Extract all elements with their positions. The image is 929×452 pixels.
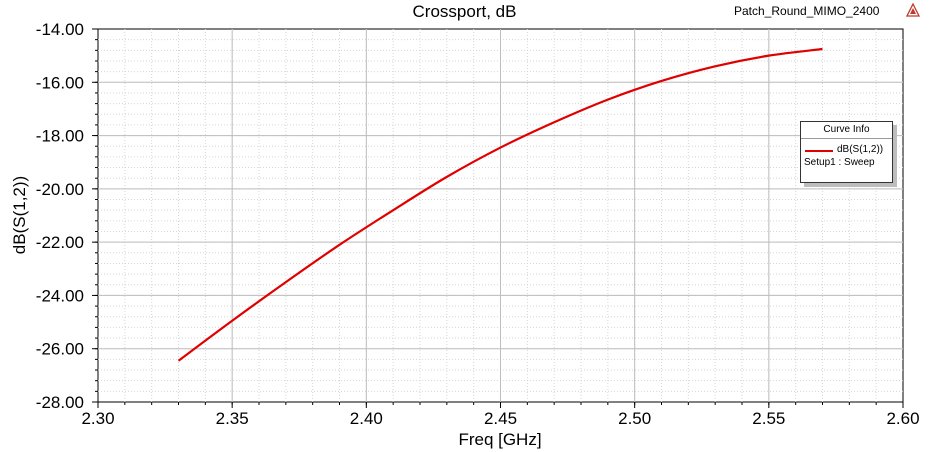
y-tick-label: -18.00 — [36, 127, 84, 146]
tick-labels: 2.30 2.35 2.40 2.45 2.50 2.55 2.60 -14.00 -16.00… — [36, 20, 920, 428]
y-tick-label: -26.00 — [36, 340, 84, 359]
y-axis-label: dB(S(1,2)) — [10, 176, 29, 254]
y-tick-label: -22.00 — [36, 233, 84, 252]
legend-title: Curve Info — [801, 122, 892, 139]
curve-info-legend[interactable]: Curve Info dB(S(1,2)) Setup1 : Sweep — [800, 121, 893, 183]
x-tick-label: 2.30 — [81, 409, 114, 428]
legend-entry[interactable]: dB(S(1,2)) — [801, 143, 892, 157]
series-layer — [177, 47, 823, 362]
chart-title: Crossport, dB — [412, 2, 517, 21]
x-axis-label: Freq [GHz] — [458, 430, 541, 449]
x-tick-label: 2.50 — [618, 409, 651, 428]
project-name: Patch_Round_MIMO_2400 — [734, 4, 880, 18]
y-tick-label: -24.00 — [36, 286, 84, 305]
series-line-s12 — [177, 47, 823, 362]
y-tick-label: -16.00 — [36, 73, 84, 92]
y-tick-label: -20.00 — [36, 180, 84, 199]
axis-ticks — [92, 28, 904, 408]
legend-setup-label: Setup1 : Sweep — [804, 157, 875, 168]
y-tick-label: -28.00 — [36, 393, 84, 412]
ansys-logo-icon — [906, 3, 920, 17]
x-tick-label: 2.40 — [350, 409, 383, 428]
y-tick-label: -14.00 — [36, 20, 84, 39]
x-tick-label: 2.45 — [484, 409, 517, 428]
x-tick-label: 2.55 — [752, 409, 785, 428]
x-tick-label: 2.35 — [216, 409, 249, 428]
x-tick-label: 2.60 — [886, 409, 919, 428]
major-gridlines — [98, 29, 903, 402]
legend-swatch — [805, 150, 833, 152]
legend-trace-label: dB(S(1,2)) — [837, 144, 884, 155]
